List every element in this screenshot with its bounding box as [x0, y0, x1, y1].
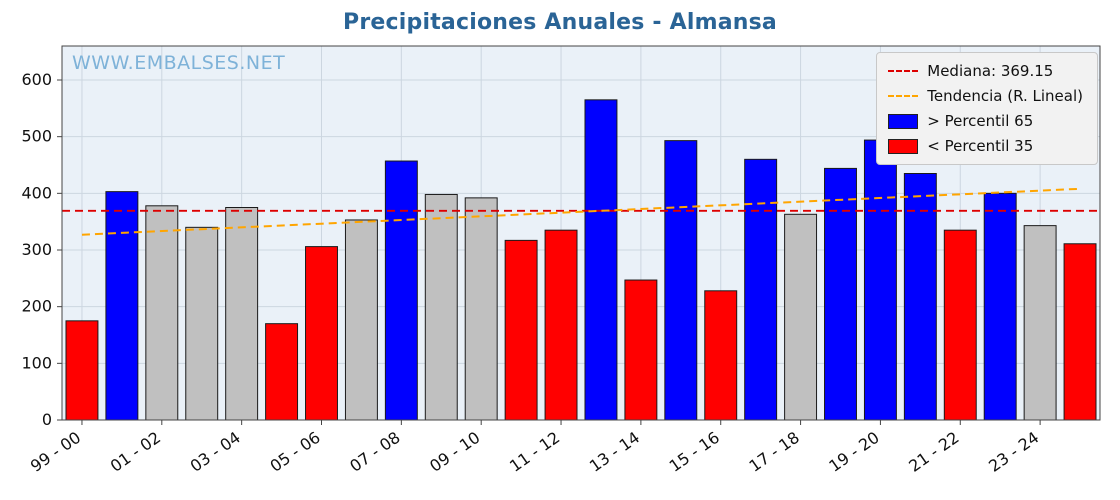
y-tick-label: 600 — [21, 70, 52, 89]
chart-legend: Mediana: 369.15 Tendencia (R. Lineal) > … — [876, 52, 1098, 165]
bar-05-06 — [305, 246, 338, 421]
legend-trend-label: Tendencia (R. Lineal) — [927, 87, 1083, 105]
bar-24-25 — [1063, 243, 1097, 421]
bar-03-04 — [225, 207, 259, 421]
x-tick-label: 07 - 08 — [346, 428, 403, 476]
bar-10-11 — [504, 239, 538, 421]
bar-04-05 — [265, 323, 299, 421]
trend-line — [81, 187, 1081, 236]
bar-01-02 — [145, 205, 179, 421]
legend-item-trend: Tendencia (R. Lineal) — [888, 87, 1083, 105]
bar-06-07 — [344, 219, 378, 421]
legend-low-label: < Percentil 35 — [927, 137, 1034, 155]
bar-18-19 — [824, 167, 857, 421]
high-percentile-patch — [888, 113, 919, 129]
bar-15-16 — [704, 290, 738, 421]
y-tick-label: 400 — [21, 183, 52, 202]
x-tick-label: 99 - 00 — [27, 428, 84, 476]
trend-line-sample — [888, 95, 919, 97]
x-tick-label: 01 - 02 — [107, 428, 164, 476]
bar-02-03 — [185, 226, 219, 421]
low-percentile-patch — [888, 138, 919, 154]
bar-13-14 — [624, 279, 658, 421]
x-tick-label: 13 - 14 — [586, 428, 643, 476]
x-tick-label: 21 - 22 — [905, 428, 962, 476]
x-tick-label: 03 - 04 — [187, 428, 244, 476]
bar-08-09 — [424, 193, 458, 421]
chart-title: Precipitaciones Anuales - Almansa — [343, 10, 777, 35]
bar-00-01 — [105, 191, 139, 421]
x-tick-label: 05 - 06 — [266, 428, 323, 476]
x-tick-label: 19 - 20 — [825, 428, 882, 476]
bar-20-21 — [903, 173, 937, 421]
bar-11-12 — [544, 229, 578, 421]
y-tick-label: 100 — [21, 353, 52, 372]
y-tick-label: 0 — [42, 410, 52, 429]
x-tick-label: 15 - 16 — [666, 428, 723, 476]
x-tick-label: 09 - 10 — [426, 428, 483, 476]
bar-21-22 — [943, 229, 977, 421]
legend-item-high: > Percentil 65 — [888, 112, 1083, 130]
legend-median-label: Mediana: 369.15 — [927, 62, 1054, 80]
bar-16-17 — [744, 158, 778, 421]
bar-17-18 — [784, 213, 818, 421]
bar-07-08 — [384, 160, 418, 421]
y-tick-label: 200 — [21, 297, 52, 316]
legend-high-label: > Percentil 65 — [927, 112, 1034, 130]
bar-23-24 — [1023, 225, 1057, 421]
bar-19-20 — [863, 139, 897, 421]
legend-item-low: < Percentil 35 — [888, 137, 1083, 155]
x-tick-label: 23 - 24 — [985, 428, 1042, 476]
y-tick-label: 500 — [21, 127, 52, 146]
y-tick-label: 300 — [21, 240, 52, 259]
bar-99-00 — [65, 320, 99, 421]
median-line-sample — [888, 70, 919, 72]
bar-09-10 — [464, 197, 498, 421]
bar-12-13 — [584, 99, 618, 421]
bar-22-23 — [983, 192, 1017, 421]
x-tick-label: 17 - 18 — [746, 428, 803, 476]
legend-item-median: Mediana: 369.15 — [888, 62, 1083, 80]
x-tick-label: 11 - 12 — [506, 428, 563, 476]
bar-14-15 — [664, 140, 698, 421]
